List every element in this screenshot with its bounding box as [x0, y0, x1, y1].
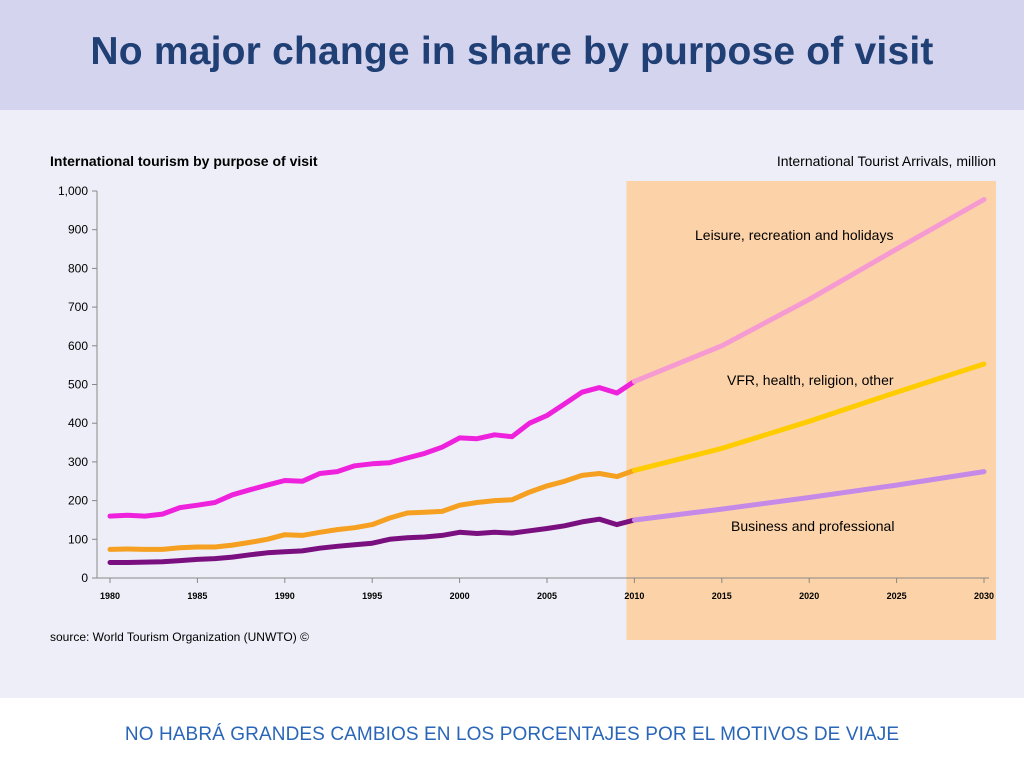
- y-tick-label: 800: [68, 261, 88, 275]
- y-tick-label: 600: [68, 339, 88, 353]
- x-tick-label: 2030: [974, 591, 994, 601]
- y-tick-label: 100: [68, 532, 88, 546]
- axes-layer: 0 100 200 300 400 500 600 700 800 900 1,000 1980 198…: [58, 184, 994, 601]
- y-tick-label: 200: [68, 494, 88, 508]
- slide-title: No major change in share by purpose of v…: [90, 30, 934, 73]
- y-tick-label: 300: [68, 455, 88, 469]
- series-line-business: [107, 516, 637, 565]
- footer-band: [0, 698, 1024, 768]
- x-tick-label: 2005: [537, 591, 557, 601]
- series-line-vfr: [107, 467, 637, 552]
- x-tick-label: 2000: [450, 591, 470, 601]
- text-layer: International tourism by purpose of visi…: [50, 153, 996, 644]
- chart-title: International tourism by purpose of visi…: [50, 153, 318, 169]
- x-tick-label: 1980: [100, 591, 120, 601]
- series-line-leisure: [107, 378, 637, 519]
- forecast-layer: [626, 181, 996, 640]
- x-tick-label: 1995: [362, 591, 382, 601]
- unit-label: International Tourist Arrivals, million: [777, 153, 996, 169]
- x-tick-label: 2025: [887, 591, 907, 601]
- y-tick-label: 0: [81, 571, 88, 585]
- x-tick-label: 1985: [187, 591, 207, 601]
- forecast-line-leisure: [631, 197, 987, 384]
- forecast-region: [626, 181, 996, 640]
- forecast-line-business: [631, 469, 987, 523]
- y-tick-label: 1,000: [58, 184, 88, 198]
- source-note: source: World Tourism Organization (UNWT…: [50, 630, 309, 644]
- forecast-line-vfr: [631, 361, 987, 473]
- y-tick-label: 400: [68, 416, 88, 430]
- series-label-business: Business and professional: [731, 518, 894, 534]
- series-label-vfr: VFR, health, religion, other: [727, 372, 894, 388]
- y-tick-label: 500: [68, 378, 88, 392]
- title-band: [0, 0, 1024, 110]
- footer-caption: NO HABRÁ GRANDES CAMBIOS EN LOS PORCENTA…: [124, 724, 900, 745]
- x-tick-label: 2020: [799, 591, 819, 601]
- line-chart: 0 100 200 300 400 500 600 700 800 900 1,000 1980 198…: [50, 153, 996, 644]
- lines-layer: [107, 197, 987, 565]
- series-label-leisure: Leisure, recreation and holidays: [695, 227, 893, 243]
- y-tick-label: 700: [68, 300, 88, 314]
- x-tick-label: 1990: [275, 591, 295, 601]
- x-tick-label: 2010: [624, 591, 644, 601]
- y-tick-label: 900: [68, 223, 88, 237]
- x-tick-label: 2015: [712, 591, 732, 601]
